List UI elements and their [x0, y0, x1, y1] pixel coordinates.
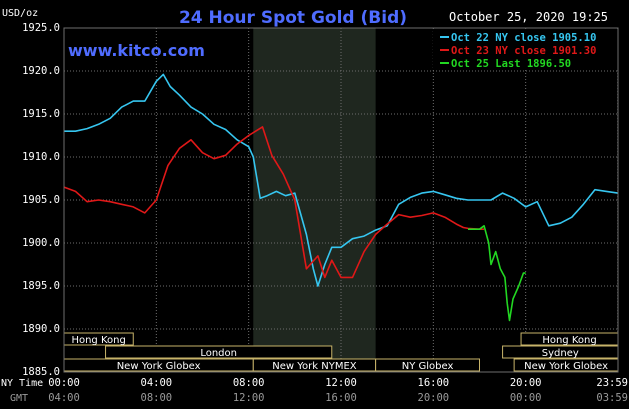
legend-box	[433, 29, 618, 69]
x-axis-label-ny: NY Time	[1, 378, 43, 389]
x-tick-label-gmt: 00:00	[510, 392, 542, 404]
chart-datetime: October 25, 2020 19:25	[449, 10, 608, 24]
market-session-label: London	[200, 348, 237, 359]
series-line-1	[63, 126, 485, 279]
market-session-bar	[105, 345, 333, 359]
y-tick-label: 1890.0	[22, 323, 60, 335]
y-tick-label: 1925.0	[22, 22, 60, 34]
series-line-0	[64, 73, 618, 287]
x-tick-label-ny: 00:00	[48, 377, 80, 389]
market-session-bar	[375, 358, 480, 372]
website-label: www.kitco.com	[68, 41, 205, 60]
x-tick-label-gmt: 12:00	[233, 392, 265, 404]
y-tick-label: 1920.0	[22, 65, 60, 77]
x-tick-label-gmt: 20:00	[418, 392, 450, 404]
x-tick-label-ny: 16:00	[418, 377, 450, 389]
market-session-label: New York Globex	[524, 361, 608, 372]
x-tick-label-ny: 12:00	[325, 377, 357, 389]
x-tick-label-gmt: 04:00	[48, 392, 80, 404]
unit-label: USD/oz	[2, 8, 38, 19]
y-tick-label: 1895.0	[22, 280, 60, 292]
plot-frame	[63, 27, 619, 373]
market-session-label: NY Globex	[402, 361, 454, 372]
legend-entry: Oct 22 NY close 1905.10	[451, 32, 596, 44]
x-tick-label-gmt: 03:59	[596, 392, 628, 404]
x-tick-label-ny: 23:59	[596, 377, 628, 389]
y-tick-label: 1915.0	[22, 108, 60, 120]
series-line-2	[468, 225, 526, 322]
x-tick-label-ny: 08:00	[233, 377, 265, 389]
x-tick-label-ny: 04:00	[141, 377, 173, 389]
legend-entry: Oct 23 NY close 1901.30	[451, 45, 596, 57]
market-session-label: Hong Kong	[542, 335, 596, 346]
market-session-label: Hong Kong	[71, 335, 125, 346]
market-session-label: New York Globex	[117, 361, 201, 372]
y-tick-label: 1905.0	[22, 194, 60, 206]
legend-entry: Oct 25 Last 1896.50	[451, 58, 571, 70]
chart-title: 24 Hour Spot Gold (Bid)	[179, 8, 407, 28]
y-tick-label: 1910.0	[22, 151, 60, 163]
x-tick-label-gmt: 08:00	[141, 392, 173, 404]
x-tick-label-gmt: 16:00	[325, 392, 357, 404]
market-session-label: Sydney	[542, 348, 579, 359]
x-tick-label-ny: 20:00	[510, 377, 542, 389]
y-tick-label: 1885.0	[22, 366, 60, 378]
x-axis-label-gmt: GMT	[10, 393, 28, 404]
market-session-label: New York NYMEX	[272, 361, 357, 372]
y-tick-label: 1900.0	[22, 237, 60, 249]
